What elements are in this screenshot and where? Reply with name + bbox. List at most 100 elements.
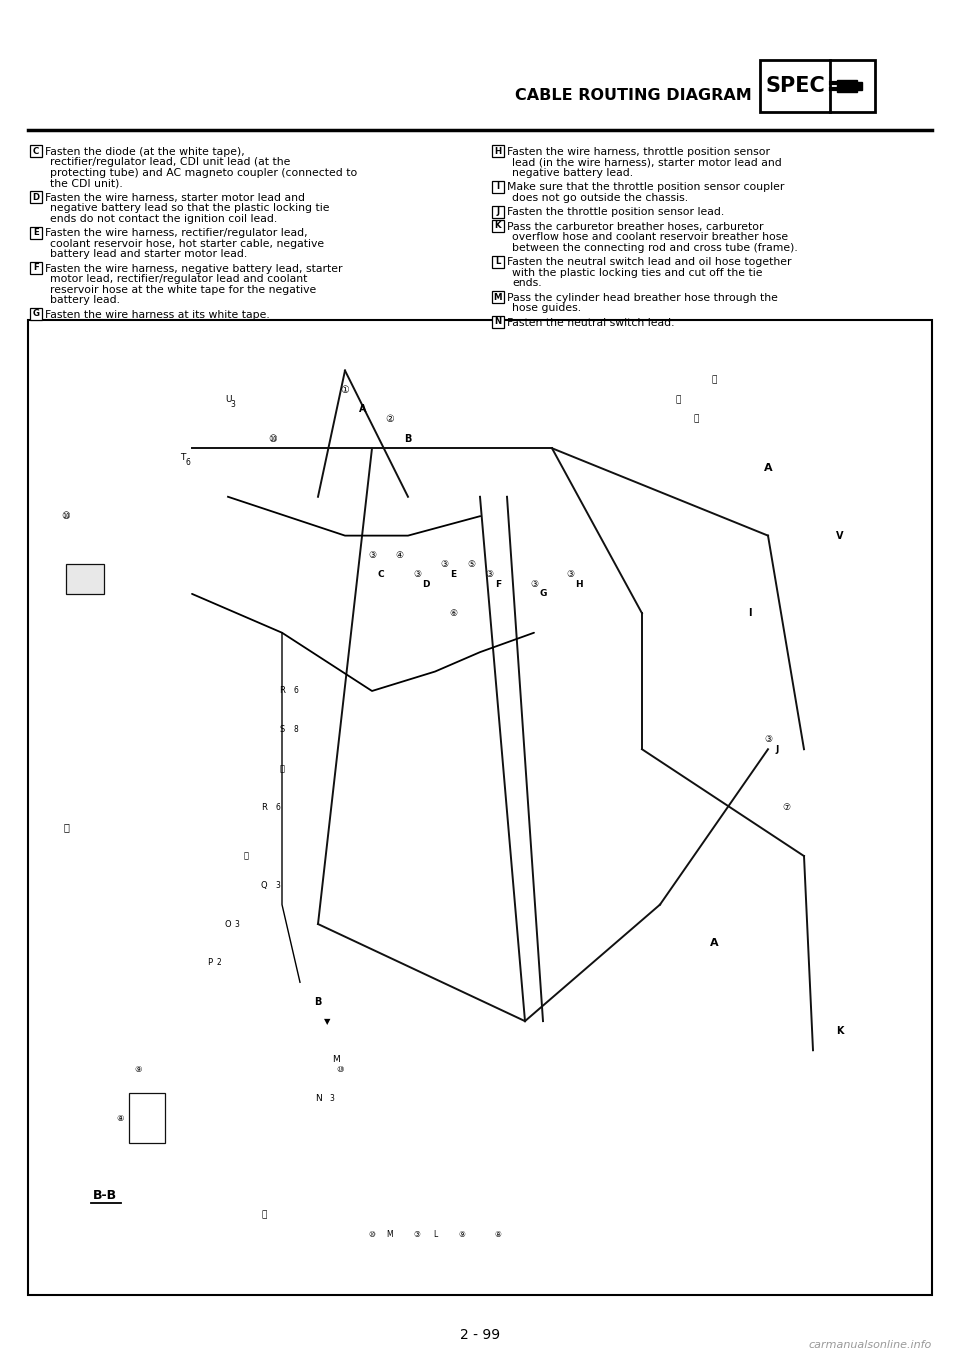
Text: protecting tube) and AC magneto coupler (connected to: protecting tube) and AC magneto coupler …	[50, 167, 357, 178]
Text: ③: ③	[530, 580, 538, 588]
Text: ⑨: ⑨	[134, 1065, 142, 1074]
Text: G: G	[33, 310, 39, 319]
Text: 6: 6	[276, 803, 280, 812]
Text: L: L	[495, 257, 501, 266]
Bar	[492, 145, 504, 158]
Text: ▼: ▼	[324, 1017, 330, 1025]
Text: ⑦: ⑦	[782, 803, 790, 812]
Text: O: O	[225, 919, 231, 929]
Text: Fasten the diode (at the white tape),: Fasten the diode (at the white tape),	[45, 147, 245, 156]
Text: ⑩: ⑩	[61, 511, 70, 521]
Text: Make sure that the throttle position sensor coupler: Make sure that the throttle position sen…	[507, 182, 784, 191]
Text: U: U	[225, 395, 231, 405]
Text: ⑪: ⑪	[261, 1211, 267, 1219]
Text: A: A	[709, 938, 718, 948]
Text: N: N	[315, 1095, 322, 1103]
Text: ①: ①	[341, 384, 349, 395]
Text: ③: ③	[414, 1230, 420, 1240]
Text: H: H	[575, 580, 583, 588]
Text: M: M	[332, 1055, 340, 1065]
Bar	[492, 220, 504, 232]
Bar	[30, 145, 42, 158]
Text: Q: Q	[261, 881, 267, 889]
Bar	[856, 81, 861, 90]
Text: Fasten the wire harness, starter motor lead and: Fasten the wire harness, starter motor l…	[45, 193, 305, 202]
Text: carmanualsonline.info: carmanualsonline.info	[808, 1340, 932, 1350]
Text: D: D	[33, 193, 39, 201]
Bar	[30, 227, 42, 239]
Text: G: G	[540, 589, 546, 599]
Text: does not go outside the chassis.: does not go outside the chassis.	[512, 193, 688, 202]
Text: ends.: ends.	[512, 278, 541, 288]
Text: between the connecting rod and cross tube (frame).: between the connecting rod and cross tub…	[512, 243, 798, 253]
Text: M: M	[493, 292, 502, 301]
Text: P: P	[207, 959, 212, 967]
Text: ⑩: ⑩	[269, 433, 277, 444]
Text: L: L	[433, 1230, 437, 1240]
Text: T: T	[180, 454, 185, 463]
Text: motor lead, rectifier/regulator lead and coolant: motor lead, rectifier/regulator lead and…	[50, 274, 307, 284]
Text: V: V	[836, 531, 844, 540]
Text: ④: ④	[395, 550, 403, 559]
Text: battery lead and starter motor lead.: battery lead and starter motor lead.	[50, 249, 248, 259]
Text: M: M	[387, 1230, 394, 1240]
Text: 3: 3	[276, 881, 280, 889]
Text: CABLE ROUTING DIAGRAM: CABLE ROUTING DIAGRAM	[516, 87, 752, 102]
Text: ends do not contact the ignition coil lead.: ends do not contact the ignition coil le…	[50, 213, 277, 224]
Text: Fasten the wire harness, negative battery lead, starter: Fasten the wire harness, negative batter…	[45, 263, 343, 273]
Text: Fasten the wire harness, rectifier/regulator lead,: Fasten the wire harness, rectifier/regul…	[45, 228, 307, 238]
Bar	[390, 691, 642, 953]
Bar	[28, 320, 932, 1296]
Text: J: J	[776, 744, 779, 754]
Bar	[129, 1093, 165, 1143]
Text: battery lead.: battery lead.	[50, 295, 120, 306]
Text: ⑮: ⑮	[244, 851, 249, 861]
Text: J: J	[496, 206, 499, 216]
Text: overflow hose and coolant reservoir breather hose: overflow hose and coolant reservoir brea…	[512, 232, 788, 242]
Text: F: F	[495, 580, 501, 588]
Bar	[760, 60, 875, 111]
Text: H: H	[494, 147, 501, 156]
Text: ③: ③	[566, 570, 574, 579]
Text: ⑩: ⑩	[337, 1065, 345, 1074]
Text: 3: 3	[234, 919, 239, 929]
Text: E: E	[34, 228, 38, 238]
Text: rectifier/regulator lead, CDI unit lead (at the: rectifier/regulator lead, CDI unit lead …	[50, 158, 290, 167]
Text: I: I	[748, 608, 752, 618]
Text: A: A	[764, 463, 772, 473]
Text: coolant reservoir hose, hot starter cable, negative: coolant reservoir hose, hot starter cabl…	[50, 239, 324, 249]
Bar	[66, 564, 104, 593]
Bar	[30, 191, 42, 202]
Text: the CDI unit).: the CDI unit).	[50, 178, 123, 187]
Text: R: R	[261, 803, 267, 812]
Bar	[30, 262, 42, 274]
Text: K: K	[836, 1025, 844, 1036]
Text: Fasten the throttle position sensor lead.: Fasten the throttle position sensor lead…	[507, 206, 724, 217]
Text: 8: 8	[293, 725, 298, 735]
Text: ⑧: ⑧	[116, 1114, 124, 1123]
Text: N: N	[494, 318, 501, 326]
Text: hose guides.: hose guides.	[512, 303, 581, 314]
Text: ㉑: ㉑	[675, 395, 681, 405]
Text: ③: ③	[764, 735, 772, 744]
Text: Pass the cylinder head breather hose through the: Pass the cylinder head breather hose thr…	[507, 292, 778, 303]
Text: ⑧: ⑧	[494, 1230, 501, 1240]
Text: 3: 3	[329, 1095, 334, 1103]
Text: 2 - 99: 2 - 99	[460, 1328, 500, 1342]
Text: ⑰: ⑰	[279, 765, 284, 773]
Text: Fasten the wire harness at its white tape.: Fasten the wire harness at its white tap…	[45, 310, 270, 319]
Text: 6: 6	[185, 458, 190, 467]
Text: S: S	[279, 725, 284, 735]
Text: SPEC: SPEC	[765, 76, 825, 96]
Text: Fasten the neutral switch lead.: Fasten the neutral switch lead.	[507, 318, 675, 327]
Text: D: D	[422, 580, 430, 588]
Text: ㉒: ㉒	[711, 376, 717, 384]
Text: reservoir hose at the white tape for the negative: reservoir hose at the white tape for the…	[50, 285, 316, 295]
Text: lead (in the wire harness), starter motor lead and: lead (in the wire harness), starter moto…	[512, 158, 781, 167]
Bar	[492, 181, 504, 193]
Text: ⑥: ⑥	[449, 608, 457, 618]
Bar	[492, 205, 504, 217]
Bar	[492, 255, 504, 268]
Text: R: R	[279, 687, 285, 695]
Bar	[492, 316, 504, 329]
